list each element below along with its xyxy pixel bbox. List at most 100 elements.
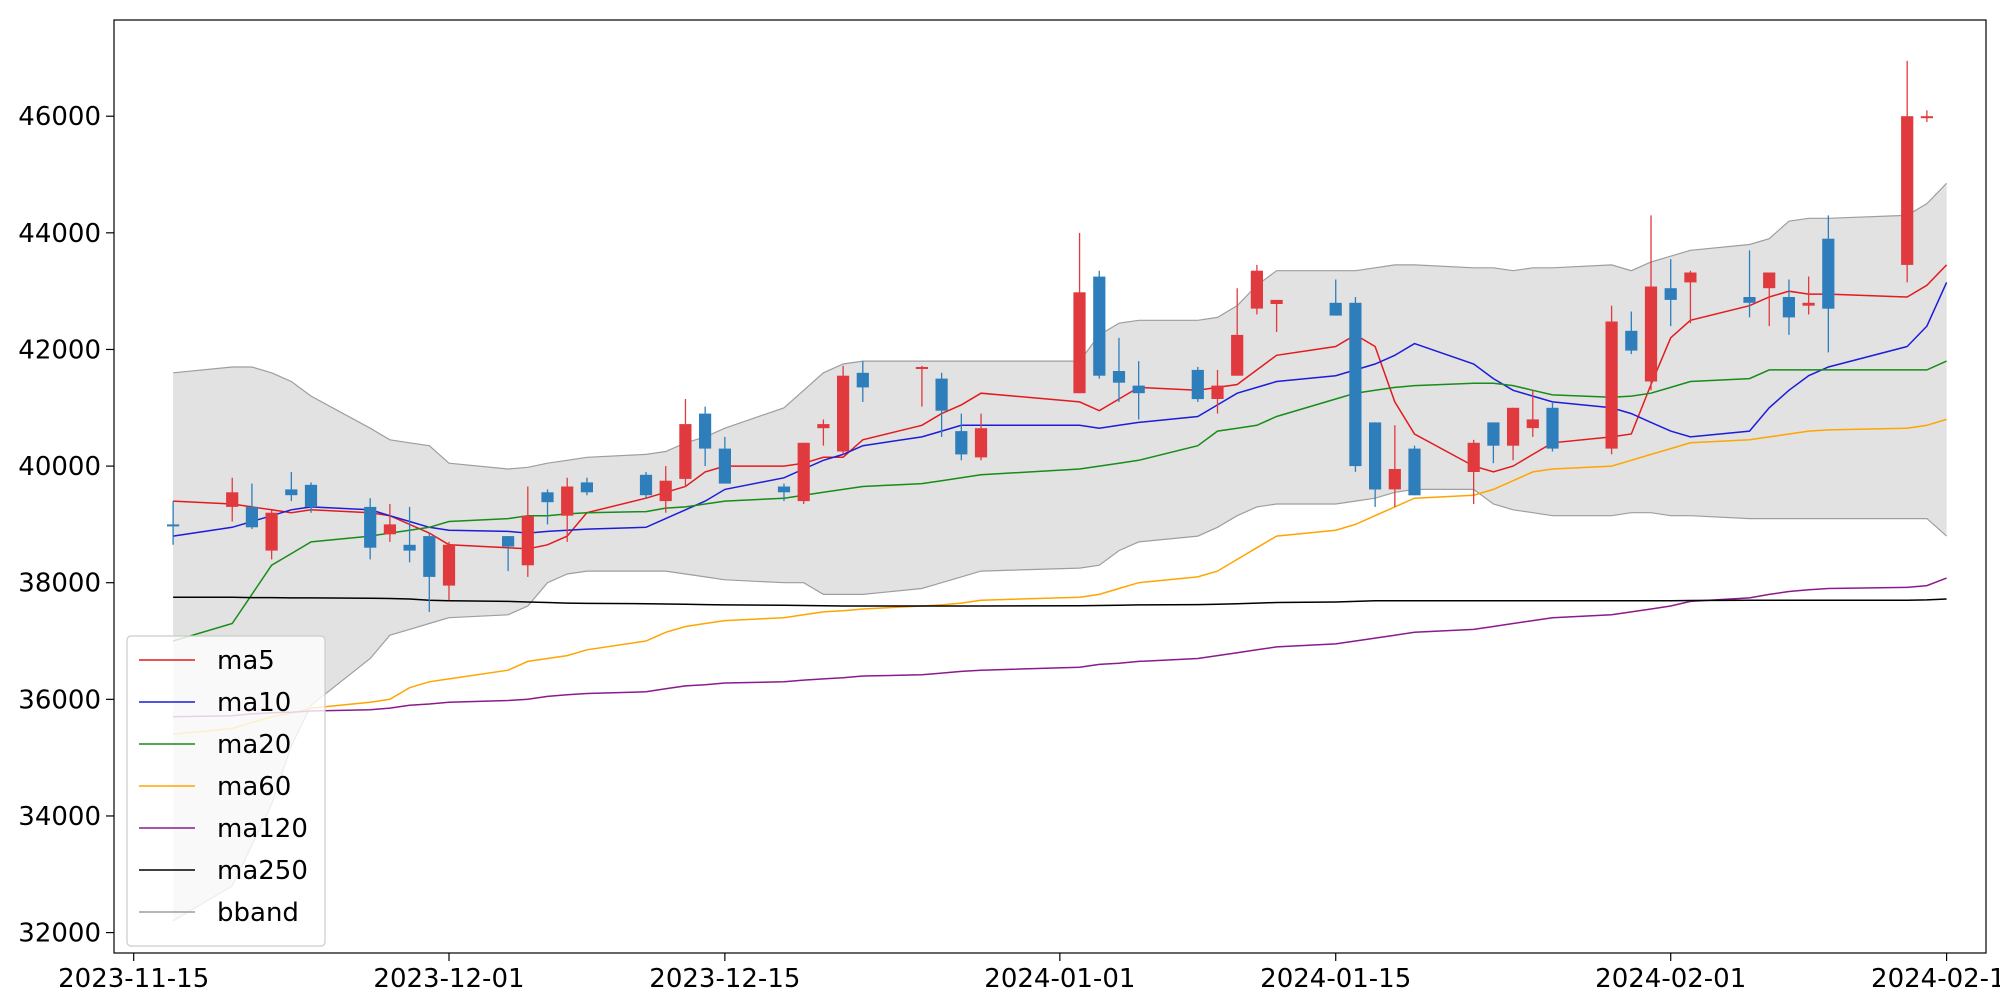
x-tick-label: 2024-02-15 xyxy=(1871,964,2000,994)
x-tick-label: 2023-12-15 xyxy=(649,964,800,994)
candle xyxy=(403,506,416,563)
legend-label-ma120: ma120 xyxy=(217,814,308,844)
candle-body xyxy=(1644,286,1658,382)
candle-body xyxy=(1231,334,1244,376)
candle-body xyxy=(1763,272,1776,289)
candle xyxy=(265,509,278,560)
bband-upper-line xyxy=(173,182,1948,470)
candle xyxy=(1093,270,1106,379)
candle xyxy=(226,477,239,522)
candle xyxy=(1684,270,1697,324)
candle-body xyxy=(383,524,396,535)
candle xyxy=(1329,279,1342,316)
candle-body xyxy=(403,544,416,551)
candle xyxy=(1408,445,1421,496)
legend-label-ma60: ma60 xyxy=(217,772,291,802)
candle-body xyxy=(974,428,988,458)
candle-body xyxy=(1822,238,1835,309)
ma60-line xyxy=(173,418,1947,736)
candle-body xyxy=(817,424,830,429)
y-tick-label: 38000 xyxy=(18,569,101,599)
candle xyxy=(699,406,712,467)
candle xyxy=(955,413,968,461)
candle-body xyxy=(718,448,731,484)
candle-body xyxy=(1093,276,1106,376)
candle xyxy=(639,471,653,499)
candle xyxy=(1763,272,1776,327)
candle-body xyxy=(639,474,653,496)
candle-body xyxy=(245,506,258,528)
candle xyxy=(1073,232,1086,394)
candle-body xyxy=(837,375,850,452)
ma20-line xyxy=(172,360,1947,642)
legend-label-ma5: ma5 xyxy=(217,646,275,676)
candle xyxy=(1132,361,1145,420)
candle-body xyxy=(265,512,278,551)
candle xyxy=(1250,264,1263,315)
candle xyxy=(1901,60,1914,283)
candle xyxy=(1349,296,1362,472)
candle-body xyxy=(1664,288,1677,300)
candle xyxy=(1507,407,1520,461)
candle xyxy=(1487,422,1500,464)
candle-body xyxy=(1073,292,1086,394)
candle xyxy=(245,483,258,530)
candle-body xyxy=(1487,422,1500,446)
x-tick-label: 2023-11-15 xyxy=(58,964,209,994)
candle xyxy=(718,436,731,484)
legend: ma5 ma10 ma20 ma60 ma120 ma250 bband xyxy=(126,635,326,947)
candle-body xyxy=(679,424,692,479)
candle-body xyxy=(226,492,239,507)
candle xyxy=(1388,425,1401,507)
candle-body xyxy=(1605,321,1618,449)
candle xyxy=(1605,305,1618,455)
candle xyxy=(1211,369,1224,414)
candle-body xyxy=(1369,422,1382,490)
candle xyxy=(935,372,948,437)
candle-body xyxy=(1270,299,1283,304)
bband-lower-line xyxy=(172,488,1947,922)
x-tick-label: 2023-12-01 xyxy=(373,964,524,994)
candle-body xyxy=(915,367,928,369)
candle xyxy=(1467,439,1480,504)
candle-body xyxy=(304,484,318,507)
candle xyxy=(1802,276,1815,315)
candle-body xyxy=(541,492,554,503)
candle-body xyxy=(1112,371,1126,383)
ma250-line xyxy=(173,596,1947,607)
legend-label-ma250: ma250 xyxy=(217,856,308,886)
candle-body xyxy=(1802,302,1815,306)
candle xyxy=(915,365,928,407)
candle-body xyxy=(1901,116,1914,265)
candle-body xyxy=(1920,116,1933,119)
candle xyxy=(856,361,869,402)
candle xyxy=(1782,279,1795,335)
candle xyxy=(561,477,574,542)
candle xyxy=(1112,337,1126,402)
candle-body xyxy=(1408,448,1421,496)
candle-body xyxy=(521,515,534,566)
legend-label-ma10: ma10 xyxy=(217,688,291,718)
candle xyxy=(974,413,988,461)
candle-body xyxy=(364,506,377,548)
candle-body xyxy=(1329,302,1342,316)
axes: 32000 34000 36000 38000 40000 42000 44000 46000… xyxy=(18,19,2000,994)
candle-body xyxy=(1388,469,1401,490)
candle-body xyxy=(1625,330,1638,351)
candle xyxy=(364,498,377,560)
candle xyxy=(1743,250,1756,318)
y-tick-label: 34000 xyxy=(18,802,101,832)
x-tick-label: 2024-01-15 xyxy=(1260,964,1411,994)
y-tick-label: 42000 xyxy=(18,335,101,365)
legend-box xyxy=(126,635,326,947)
candle-body xyxy=(561,486,574,516)
candle-body xyxy=(167,524,180,527)
candle-body xyxy=(659,480,672,502)
ma10-line xyxy=(172,282,1948,537)
candle-body xyxy=(1250,270,1263,309)
legend-label-ma20: ma20 xyxy=(217,730,291,760)
candle xyxy=(1664,259,1677,327)
candle xyxy=(837,365,850,455)
y-tick-label: 44000 xyxy=(18,219,101,249)
